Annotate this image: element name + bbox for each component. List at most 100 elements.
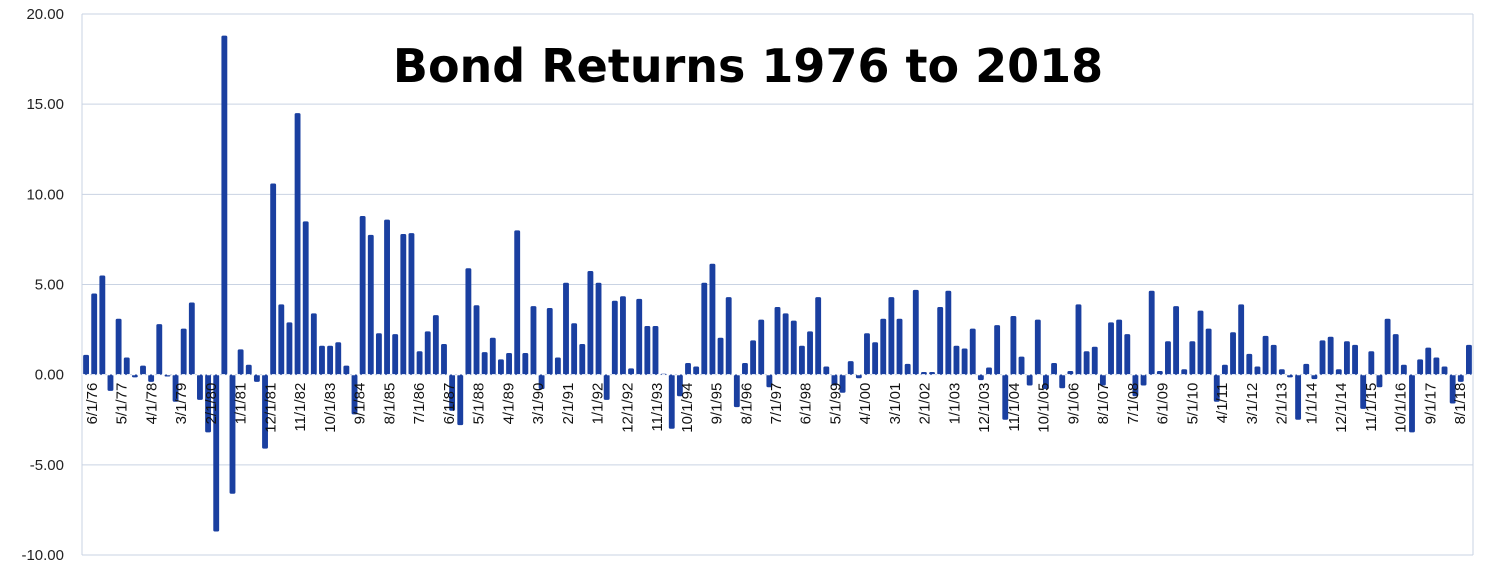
x-tick-label: 5/1/77 (114, 383, 131, 425)
bar (1083, 351, 1090, 375)
bar (1108, 322, 1114, 375)
bar (1449, 374, 1456, 404)
bar (750, 340, 757, 375)
bar (953, 345, 960, 375)
bar (180, 328, 187, 375)
bar (465, 268, 472, 375)
bar (335, 342, 342, 375)
bar (1368, 351, 1375, 375)
bar (416, 351, 423, 375)
bar (115, 318, 122, 375)
bar (1140, 374, 1147, 386)
bar (1466, 344, 1472, 375)
bar (351, 374, 358, 415)
bar (733, 374, 740, 408)
bar (1197, 310, 1204, 375)
bar (977, 374, 984, 381)
chart-title: Bond Returns 1976 to 2018 (393, 39, 1103, 93)
y-tick-label: -5.00 (30, 457, 64, 474)
bar (587, 270, 594, 375)
x-axis-tick-labels: 6/1/76 5/1/77 4/1/78 3/1/79 2/1/80 1/1/81 12/1… (84, 383, 1469, 433)
x-tick-label: 11/1/93 (649, 383, 666, 432)
x-tick-label: 12/1/81 (262, 383, 279, 433)
bar (807, 331, 813, 375)
x-tick-label: 10/1/16 (1393, 383, 1410, 433)
bar (1327, 336, 1334, 375)
bar (83, 354, 89, 375)
bar (1287, 374, 1293, 378)
bar (620, 296, 626, 375)
bar (961, 348, 968, 375)
bar (701, 282, 708, 375)
bar (1173, 306, 1180, 375)
bar (270, 183, 277, 375)
x-tick-label: 1/1/03 (946, 383, 963, 425)
bar (286, 322, 293, 375)
bar (107, 374, 114, 391)
bar (359, 215, 366, 375)
bar (839, 374, 846, 393)
bar (392, 334, 399, 375)
bar (1051, 362, 1057, 375)
bar (628, 368, 635, 375)
bar (668, 374, 675, 429)
x-tick-label: 12/1/03 (976, 383, 993, 433)
bar (864, 333, 870, 375)
bar (676, 374, 683, 397)
bar (1221, 364, 1228, 375)
x-tick-label: 2/1/80 (203, 383, 220, 425)
bar (1392, 334, 1399, 375)
bar (1352, 344, 1358, 375)
y-tick-label: 5.00 (35, 277, 64, 294)
x-tick-label: 9/1/95 (709, 383, 726, 425)
bar (99, 275, 106, 375)
bar (929, 371, 935, 375)
bar (920, 371, 927, 375)
x-tick-label: 11/1/04 (1006, 383, 1023, 432)
x-tick-label: 8/1/07 (1095, 383, 1112, 425)
x-tick-label: 10/1/05 (1036, 383, 1053, 433)
bar (498, 359, 504, 375)
x-tick-label: 11/1/82 (292, 383, 309, 432)
bar (758, 319, 765, 375)
x-tick-label: 3/1/01 (887, 383, 904, 425)
bar (937, 307, 944, 375)
bar (1384, 318, 1391, 375)
y-axis-tick-labels: 20.00 15.00 10.00 5.00 0.00 -5.00 -10.00 (21, 6, 64, 564)
bar (847, 361, 854, 375)
x-tick-label: 2/1/13 (1274, 383, 1291, 425)
bar (441, 344, 447, 375)
bar (1270, 344, 1277, 375)
bar (221, 35, 228, 375)
bar (831, 374, 838, 386)
bar (1075, 304, 1082, 375)
bar (1010, 316, 1017, 375)
bar (1067, 371, 1074, 375)
bar (188, 302, 195, 375)
bar (1099, 374, 1106, 386)
bar (880, 318, 887, 375)
bar (1457, 374, 1464, 382)
bar (1181, 369, 1188, 375)
bar (1043, 374, 1049, 390)
bar (1311, 374, 1318, 380)
bar (457, 374, 464, 426)
bar (1433, 357, 1440, 375)
bar (1238, 304, 1245, 375)
bar (546, 307, 553, 375)
bar (538, 374, 545, 390)
x-tick-label: 4/1/00 (857, 383, 874, 425)
x-tick-label: 6/1/98 (798, 383, 815, 425)
bar (514, 230, 521, 375)
bar (213, 374, 220, 532)
bar (424, 331, 431, 375)
bar (148, 374, 155, 382)
x-tick-label: 2/1/91 (560, 383, 577, 425)
y-tick-label: 20.00 (26, 6, 64, 23)
bar (123, 357, 130, 375)
bar (229, 374, 236, 494)
bar (449, 374, 456, 411)
bar (278, 304, 285, 375)
bar (432, 315, 439, 375)
bar (636, 298, 643, 375)
